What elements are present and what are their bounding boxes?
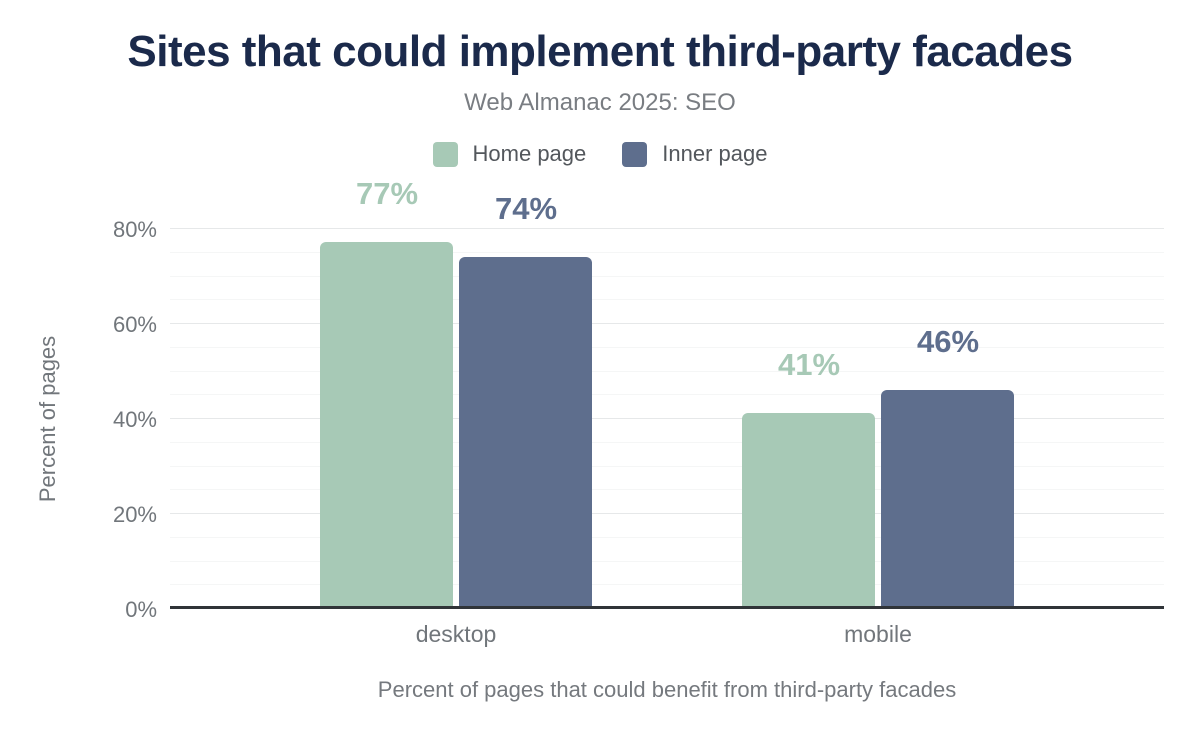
gridline-major-80 [170,228,1164,229]
x-axis-caption: Percent of pages that could benefit from… [377,677,957,702]
legend-label-home-page: Home page [472,141,587,166]
bar-mobile-home-page[interactable] [742,413,875,608]
y-tick-label-60%: 60% [112,312,157,337]
x-axis-line [170,606,1164,609]
gridline-major-60 [170,323,1164,324]
bar-value-label-desktop-home-page: 77% [355,176,419,211]
y-tick-label-20%: 20% [112,502,157,527]
bar-desktop-home-page[interactable] [320,242,453,608]
gridline-minor-50 [170,371,1164,372]
gridline-minor-45 [170,394,1164,395]
gridline-major-40 [170,418,1164,419]
bar-mobile-inner-page[interactable] [881,390,1014,609]
gridline-minor-15 [170,537,1164,538]
bar-desktop-inner-page[interactable] [459,257,592,609]
x-category-label-mobile: mobile [844,621,912,647]
gridline-minor-30 [170,466,1164,467]
legend-label-inner-page: Inner page [662,141,768,166]
y-tick-label-40%: 40% [112,407,157,432]
legend-item-home-page[interactable]: Home page [432,141,587,167]
legend-item-inner-page[interactable]: Inner page [622,141,767,167]
y-axis-title: Percent of pages [35,335,60,503]
x-category-label-desktop: desktop [415,621,497,647]
legend-swatch-home-page-icon [432,141,458,167]
gridline-minor-70 [170,276,1164,277]
gridline-minor-10 [170,561,1164,562]
legend-swatch-inner-page-icon [622,141,648,167]
legend: Home page Inner page [0,141,1200,167]
chart-subtitle: Web Almanac 2025: SEO [464,89,736,116]
gridline-minor-5 [170,584,1164,585]
gridline-minor-35 [170,442,1164,443]
bar-value-label-mobile-inner-page: 46% [916,324,980,359]
chart-title: Sites that could implement third-party f… [127,27,1073,76]
gridline-minor-75 [170,252,1164,253]
y-tick-label-0%: 0% [125,597,157,622]
gridline-minor-25 [170,489,1164,490]
gridline-major-20 [170,513,1164,514]
bar-value-label-desktop-inner-page: 74% [494,191,558,226]
bar-value-label-mobile-home-page: 41% [777,347,841,382]
y-tick-label-80%: 80% [112,217,157,242]
gridline-minor-55 [170,347,1164,348]
gridline-minor-65 [170,299,1164,300]
